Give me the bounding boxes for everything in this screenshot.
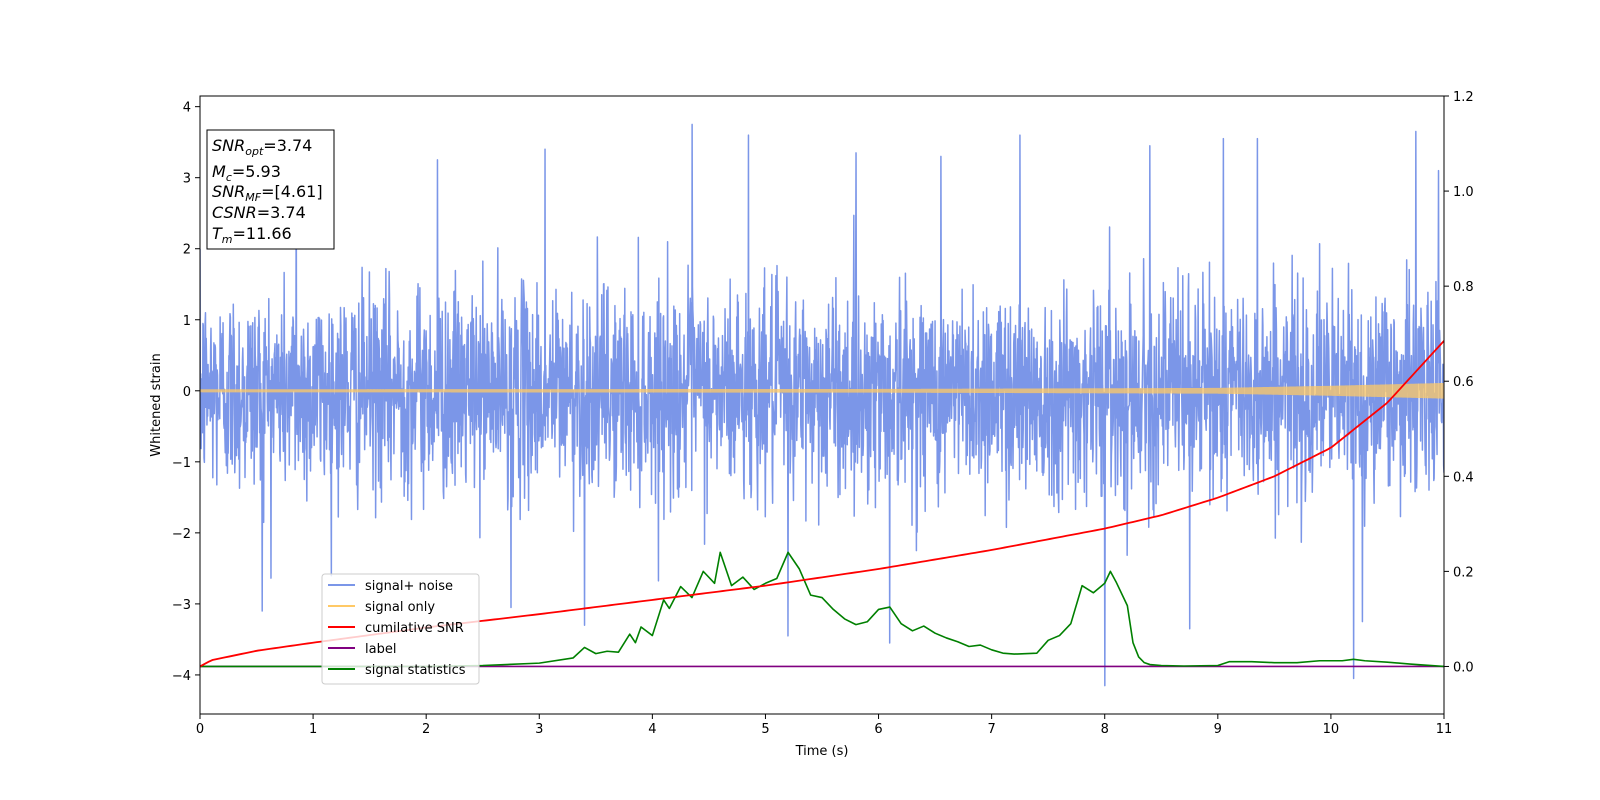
signal-plus-noise-line	[200, 123, 1444, 687]
y-tick-label: −4	[172, 669, 191, 684]
y2-tick-label: 0.0	[1453, 660, 1474, 675]
x-tick-label: 3	[535, 722, 543, 737]
y-tick-label: −3	[172, 598, 191, 613]
legend-label-signal-statistics: signal statistics	[365, 663, 466, 678]
x-tick-label: 2	[422, 722, 430, 737]
x-tick-label: 10	[1323, 722, 1340, 737]
x-tick-label: 11	[1436, 722, 1453, 737]
info-box-frame	[206, 129, 335, 250]
info-box: SNRopt=3.74 Mc=5.93 SNRMF=[4.61] CSNR=3.…	[206, 129, 335, 250]
y-tick-label: 4	[183, 101, 191, 116]
x-tick-label: 4	[648, 722, 656, 737]
info-csnr: CSNR=3.74	[212, 203, 306, 222]
legend-label-cumulative-snr: cumilative SNR	[365, 621, 464, 636]
legend-label-signal-only: signal only	[365, 600, 435, 615]
info-snr-opt: SNRopt=3.74	[212, 136, 312, 158]
y-tick-label: 2	[183, 243, 191, 258]
signal-only-series	[200, 382, 1444, 399]
y-tick-label: 3	[183, 172, 191, 187]
info-merger-time: Tm=11.66	[212, 224, 292, 246]
y-tick-label: 0	[183, 385, 191, 400]
legend: signal+ noise signal only cumilative SNR…	[321, 573, 480, 685]
info-snr-mf: SNRMF=[4.61]	[212, 182, 323, 204]
legend-label-label: label	[365, 642, 396, 657]
y2-tick-label: 1.2	[1453, 90, 1474, 105]
y-axis-label: Whitened strain	[149, 353, 164, 456]
y2-tick-label: 0.8	[1453, 280, 1474, 295]
x-tick-label: 5	[761, 722, 769, 737]
x-axis-label: Time (s)	[795, 744, 849, 759]
y-tick-label: −2	[172, 527, 191, 542]
signal-statistics-line	[200, 551, 1444, 668]
info-chirp-mass: Mc=5.93	[212, 162, 281, 184]
y2-tick-label: 0.6	[1453, 375, 1474, 390]
signal-only-line	[200, 382, 1444, 399]
y2-tick-label: 1.0	[1453, 185, 1474, 200]
x-tick-label: 8	[1101, 722, 1109, 737]
x-tick-label: 0	[196, 722, 204, 737]
axes: 0 1 2 3 4 5 6 7 8 9 10 1143210−1−2−3−41.21.00.80.60…	[172, 90, 1474, 737]
x-tick-label: 7	[987, 722, 995, 737]
legend-label-signal-plus-noise: signal+ noise	[365, 579, 453, 594]
legend-frame	[321, 573, 480, 685]
x-tick-label: 6	[874, 722, 882, 737]
x-tick-label: 1	[309, 722, 317, 737]
y-tick-label: 1	[183, 314, 191, 329]
y-tick-label: −1	[172, 456, 191, 471]
y2-tick-label: 0.4	[1453, 470, 1474, 485]
plot-frame	[199, 95, 1445, 715]
y2-tick-label: 0.2	[1453, 565, 1474, 580]
x-tick-label: 9	[1214, 722, 1222, 737]
signal-plus-noise-series	[200, 123, 1444, 687]
